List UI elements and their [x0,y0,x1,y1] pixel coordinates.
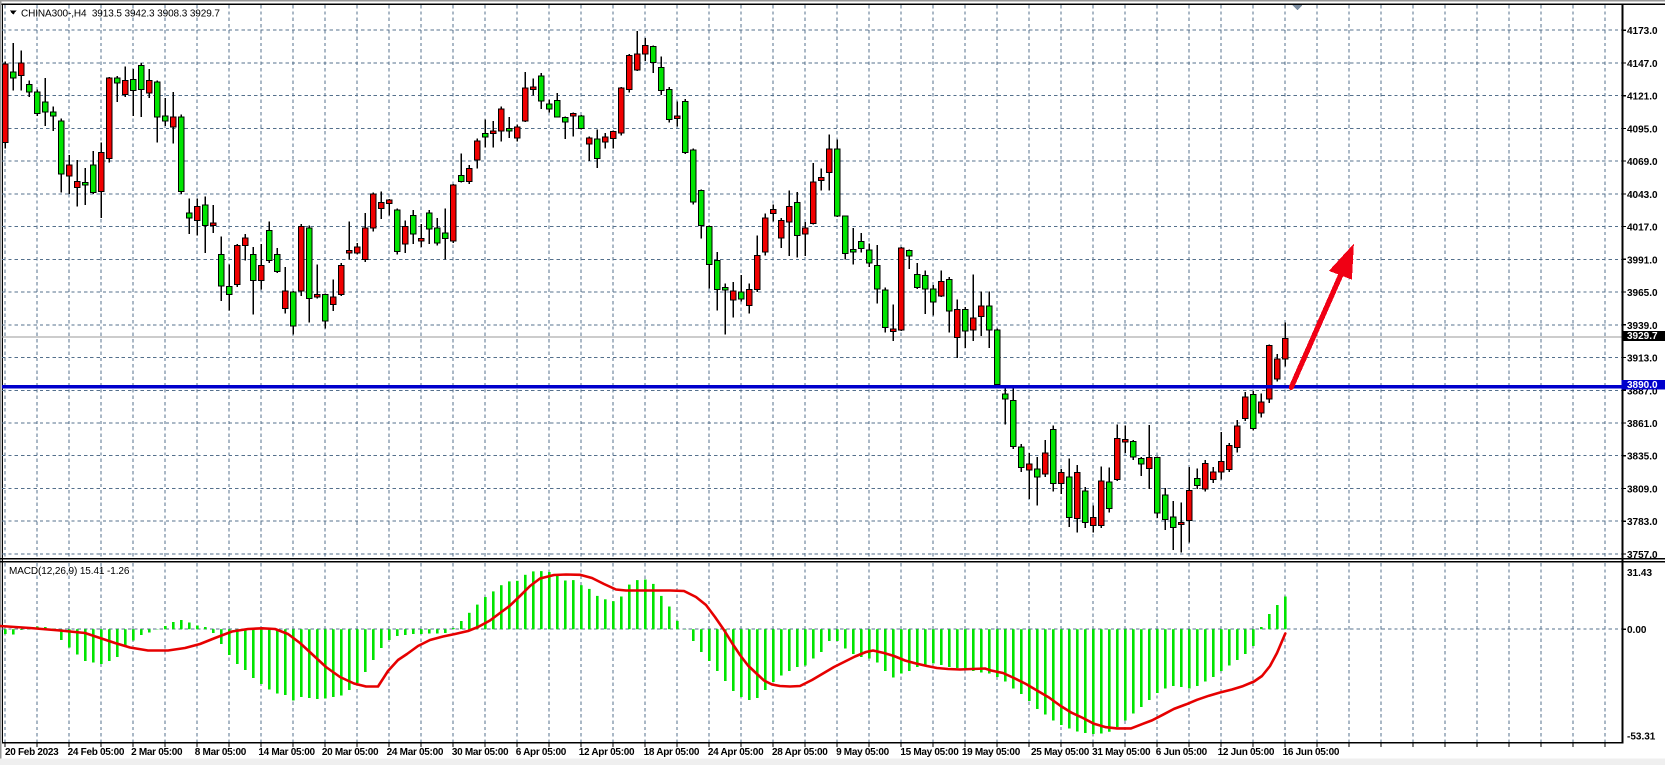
svg-text:24 Feb 05:00: 24 Feb 05:00 [68,747,125,758]
svg-text:3890.0: 3890.0 [1627,380,1658,391]
svg-text:3965.0: 3965.0 [1627,288,1658,299]
svg-text:3929.7: 3929.7 [1627,331,1658,342]
svg-text:24 Mar 05:00: 24 Mar 05:00 [387,747,444,758]
svg-text:3939.0: 3939.0 [1627,321,1658,332]
svg-text:28 Apr 05:00: 28 Apr 05:00 [772,747,828,758]
svg-text:24 Apr 05:00: 24 Apr 05:00 [708,747,764,758]
svg-text:3783.0: 3783.0 [1627,517,1658,528]
svg-text:4095.0: 4095.0 [1627,124,1658,135]
svg-text:3835.0: 3835.0 [1627,452,1658,463]
svg-text:4147.0: 4147.0 [1627,59,1658,70]
svg-text:14 Mar 05:00: 14 Mar 05:00 [258,747,315,758]
svg-text:31 May 05:00: 31 May 05:00 [1092,747,1151,758]
svg-text:3757.0: 3757.0 [1627,550,1658,561]
svg-text:4069.0: 4069.0 [1627,157,1658,168]
svg-text:4017.0: 4017.0 [1627,223,1658,234]
svg-text:8 Mar 05:00: 8 Mar 05:00 [195,747,247,758]
svg-text:12 Jun 05:00: 12 Jun 05:00 [1218,747,1275,758]
svg-text:0.00: 0.00 [1627,625,1647,636]
svg-text:3913.0: 3913.0 [1627,354,1658,365]
svg-text:6 Apr 05:00: 6 Apr 05:00 [516,747,567,758]
svg-text:3861.0: 3861.0 [1627,419,1658,430]
svg-text:CHINA300-,H4 3913.5 3942.3 39: CHINA300-,H4 3913.5 3942.3 3908.3 3929.7 [21,9,220,20]
svg-text:18 Apr 05:00: 18 Apr 05:00 [644,747,700,758]
svg-text:20 Mar 05:00: 20 Mar 05:00 [322,747,379,758]
svg-text:4173.0: 4173.0 [1627,26,1658,37]
svg-text:20 Feb 2023: 20 Feb 2023 [5,747,59,758]
svg-text:15 May 05:00: 15 May 05:00 [900,747,959,758]
svg-text:3887.0: 3887.0 [1627,386,1658,397]
svg-text:3991.0: 3991.0 [1627,255,1658,266]
svg-text:3809.0: 3809.0 [1627,485,1658,496]
svg-text:31.43: 31.43 [1627,568,1652,579]
svg-text:9 May 05:00: 9 May 05:00 [836,747,890,758]
svg-text:16 Jun 05:00: 16 Jun 05:00 [1283,747,1340,758]
svg-text:MACD(12,26,9) 15.41 -1.26: MACD(12,26,9) 15.41 -1.26 [9,566,130,577]
svg-text:25 May 05:00: 25 May 05:00 [1031,747,1090,758]
svg-text:2 Mar 05:00: 2 Mar 05:00 [131,747,183,758]
svg-text:6 Jun 05:00: 6 Jun 05:00 [1156,747,1208,758]
svg-text:-53.31: -53.31 [1627,732,1656,743]
svg-text:30 Mar 05:00: 30 Mar 05:00 [452,747,509,758]
svg-text:4043.0: 4043.0 [1627,190,1658,201]
svg-text:12 Apr 05:00: 12 Apr 05:00 [579,747,635,758]
svg-text:19 May 05:00: 19 May 05:00 [962,747,1021,758]
svg-text:4121.0: 4121.0 [1627,92,1658,103]
